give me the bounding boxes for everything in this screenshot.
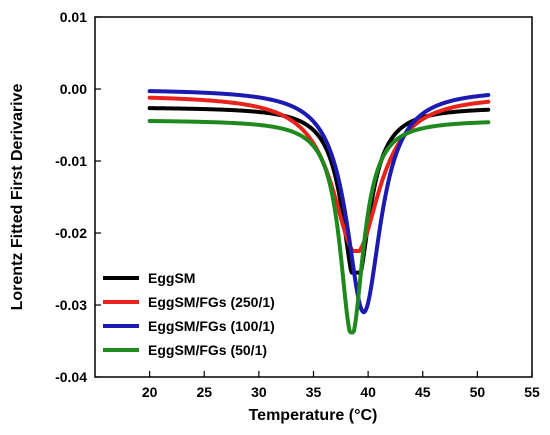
legend-label-1: EggSM <box>148 270 195 286</box>
y-tick-label: 0.01 <box>60 9 87 25</box>
series-line-4 <box>147 119 491 335</box>
series-layer <box>147 89 491 335</box>
x-tick-label: 50 <box>470 384 486 400</box>
legend-label-3: EggSM/FGs (100/1) <box>148 318 275 334</box>
y-tick-label: 0.00 <box>60 81 87 97</box>
y-tick-label: -0.04 <box>55 369 87 385</box>
x-tick-label: 30 <box>251 384 267 400</box>
y-tick-label: -0.01 <box>55 153 87 169</box>
x-tick-label: 35 <box>306 384 322 400</box>
x-axis-title: Temperature (°C) <box>249 407 378 424</box>
y-tick-label: -0.03 <box>55 297 87 313</box>
x-tick-label: 55 <box>524 384 540 400</box>
x-tick-label: 20 <box>142 384 158 400</box>
y-axis-title: Lorentz Fitted First Derivarive <box>9 84 26 311</box>
x-tick-label: 25 <box>196 384 212 400</box>
legend-label-2: EggSM/FGs (250/1) <box>148 294 275 310</box>
y-tick-label: -0.02 <box>55 225 87 241</box>
ticks-layer: 20 25 30 35 40 45 50 55 0.01 0.00 -0.01 -0.02 -0.03 -… <box>55 9 540 400</box>
series-line-1 <box>147 106 491 275</box>
series-line-3 <box>147 89 491 315</box>
legend-layer: EggSM EggSM/FGs (250/1) EggSM/FGs (100/1) E… <box>103 270 275 358</box>
legend-label-4: EggSM/FGs (50/1) <box>148 342 267 358</box>
x-tick-label: 45 <box>415 384 431 400</box>
x-tick-label: 40 <box>360 384 376 400</box>
